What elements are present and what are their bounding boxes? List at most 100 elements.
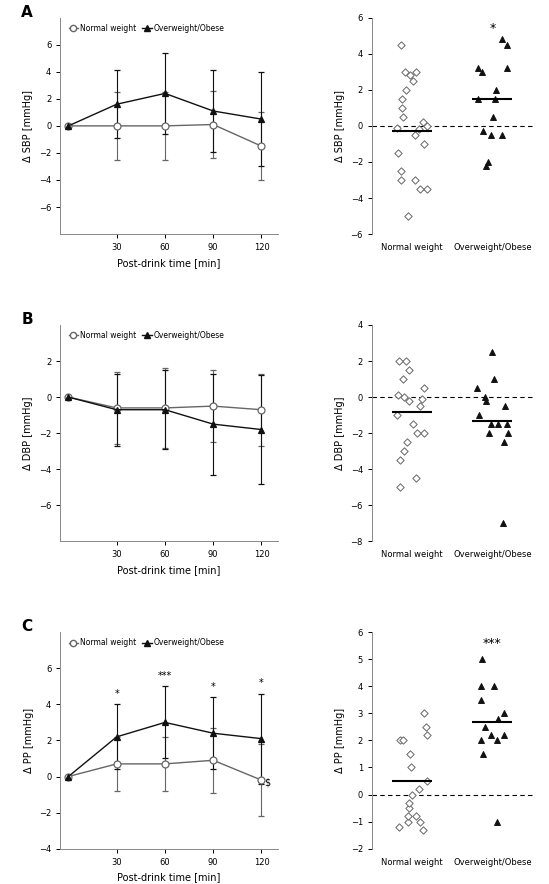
Point	[423, 774, 432, 789]
Point	[395, 734, 404, 748]
Point	[478, 65, 486, 79]
Point	[422, 720, 431, 734]
Point	[405, 363, 413, 377]
Point	[396, 453, 405, 468]
Point	[402, 435, 411, 449]
Point	[481, 158, 490, 172]
Point	[411, 128, 420, 142]
Point	[405, 747, 414, 761]
Legend: Normal weight, Overweight/Obese: Normal weight, Overweight/Obese	[69, 331, 225, 340]
Point	[415, 399, 424, 413]
Point	[416, 814, 424, 828]
Point	[397, 101, 406, 115]
Text: *: *	[211, 682, 216, 692]
Point	[419, 137, 428, 151]
Point	[411, 471, 420, 485]
Point	[393, 120, 401, 134]
Point	[494, 712, 502, 726]
Y-axis label: Δ SBP [mmHg]: Δ SBP [mmHg]	[24, 90, 33, 162]
Point	[499, 435, 508, 449]
Point	[491, 83, 500, 97]
Text: *: *	[489, 22, 496, 35]
Point	[401, 65, 410, 79]
Y-axis label: Δ DBP [mmHg]: Δ DBP [mmHg]	[24, 396, 33, 470]
Point	[480, 390, 489, 404]
Point	[400, 390, 408, 404]
Point	[404, 814, 412, 828]
Point	[397, 164, 406, 178]
Text: ***: ***	[483, 636, 502, 650]
Point	[502, 417, 511, 431]
Point	[422, 182, 431, 196]
Point	[418, 823, 427, 837]
Point	[501, 399, 509, 413]
Point	[494, 417, 502, 431]
Point	[418, 115, 427, 129]
Point	[401, 83, 410, 97]
Point	[500, 706, 508, 720]
Point	[499, 516, 508, 530]
Point	[394, 146, 402, 160]
Point	[489, 110, 497, 124]
Point	[417, 392, 426, 406]
Point	[420, 706, 429, 720]
Point	[405, 393, 413, 408]
Point	[413, 426, 422, 440]
Text: $: $	[265, 778, 271, 788]
Point	[397, 173, 406, 187]
Point	[498, 32, 507, 46]
Point	[393, 408, 401, 423]
Point	[395, 480, 404, 494]
Text: A: A	[21, 4, 33, 19]
Point	[408, 73, 417, 88]
Text: *: *	[259, 678, 264, 688]
Point	[477, 693, 485, 707]
Point	[486, 128, 495, 142]
Point	[477, 734, 485, 748]
Point	[399, 734, 407, 748]
Point	[396, 38, 405, 52]
Y-axis label: Δ PP [mmHg]: Δ PP [mmHg]	[335, 708, 345, 773]
Point	[397, 92, 406, 106]
Point	[411, 809, 420, 823]
Text: B: B	[21, 312, 33, 327]
Point	[477, 679, 486, 693]
Point	[399, 110, 407, 124]
Point	[394, 354, 403, 368]
Y-axis label: Δ DBP [mmHg]: Δ DBP [mmHg]	[335, 396, 345, 470]
Legend: Normal weight, Overweight/Obese: Normal weight, Overweight/Obese	[69, 638, 225, 647]
Point	[491, 92, 500, 106]
Point	[404, 209, 412, 223]
Text: C: C	[21, 620, 32, 634]
Point	[486, 728, 495, 742]
Point	[423, 118, 432, 133]
Point	[404, 801, 413, 815]
Point	[414, 782, 423, 796]
Y-axis label: Δ PP [mmHg]: Δ PP [mmHg]	[24, 708, 33, 773]
Point	[492, 734, 501, 748]
Point	[405, 796, 413, 810]
Point	[487, 345, 496, 359]
Point	[395, 820, 404, 834]
Point	[503, 426, 512, 440]
Point	[497, 128, 506, 142]
Point	[484, 155, 492, 169]
Point	[474, 61, 483, 75]
Point	[419, 426, 428, 440]
Point	[422, 728, 431, 742]
X-axis label: Post-drink time [min]: Post-drink time [min]	[117, 257, 221, 268]
Legend: Normal weight, Overweight/Obese: Normal weight, Overweight/Obese	[69, 24, 225, 33]
Point	[492, 814, 501, 828]
Point	[479, 747, 488, 761]
Point	[474, 408, 483, 423]
Point	[406, 68, 414, 82]
Point	[472, 381, 481, 395]
Text: ***: ***	[158, 671, 172, 681]
X-axis label: Post-drink time [min]: Post-drink time [min]	[117, 565, 221, 575]
Point	[400, 444, 408, 458]
Point	[503, 38, 512, 52]
Point	[489, 372, 498, 386]
Point	[415, 182, 424, 196]
Point	[406, 760, 415, 774]
Point	[478, 125, 487, 139]
